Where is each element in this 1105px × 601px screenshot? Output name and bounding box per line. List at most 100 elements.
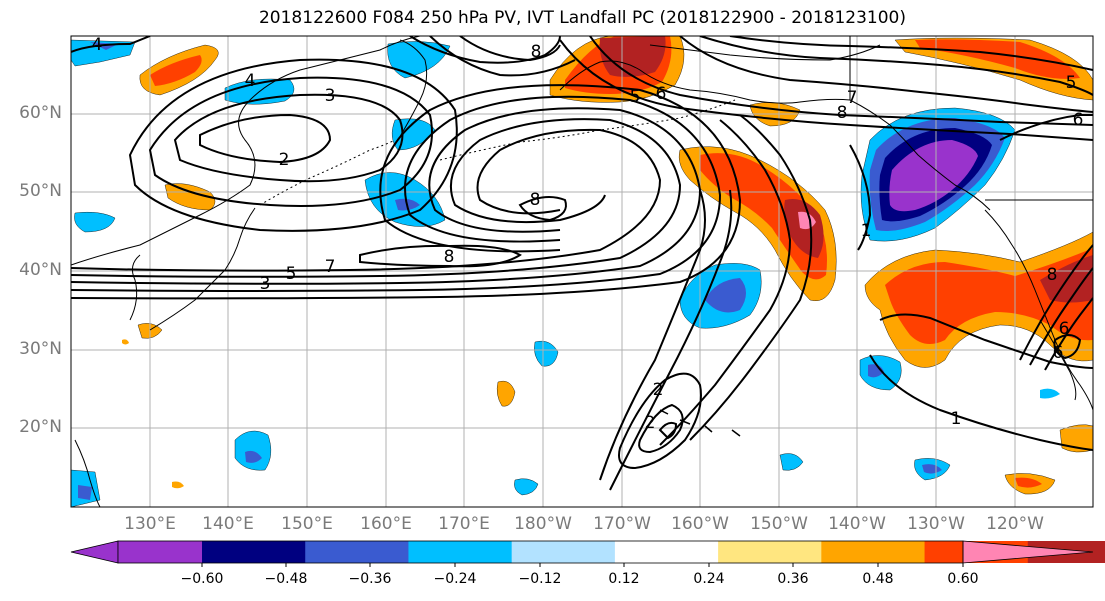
longitude-label: 170°E <box>438 514 490 534</box>
colorbar-segment <box>305 541 409 563</box>
anomaly-positive <box>150 55 202 86</box>
latitude-label: 60°N <box>19 103 62 123</box>
colorbar-segment <box>821 541 926 563</box>
anomaly-positive <box>700 153 827 280</box>
anomaly-positive <box>122 339 129 345</box>
colorbar-tick-label: −0.48 <box>264 571 308 587</box>
colorbar-tick-label: −0.60 <box>180 571 224 587</box>
contour-label: 6 <box>656 84 667 104</box>
contour-label: 8 <box>1047 265 1058 285</box>
longitude-label: 160°E <box>360 514 412 534</box>
longitude-label: 150°W <box>750 514 808 534</box>
pv-contour <box>559 39 1093 141</box>
colorbar-tick-label: −0.24 <box>433 571 477 587</box>
pv-contour <box>879 313 1093 369</box>
anomaly-positive <box>172 481 184 489</box>
colorbar-tick-label: −0.12 <box>518 571 562 587</box>
anomaly-negative <box>234 430 272 471</box>
contour-label: 5 <box>1066 73 1077 93</box>
pv-contour <box>199 113 332 164</box>
contour-label: 6 <box>1059 319 1070 339</box>
longitude-label: 120°W <box>986 514 1044 534</box>
coastline-kamchatka <box>394 39 428 146</box>
contour-label: 8 <box>837 103 848 123</box>
latitude-label: 20°N <box>19 417 62 437</box>
longitude-label: 170°W <box>593 514 651 534</box>
contour-label: 2 <box>653 380 664 400</box>
pv-contour <box>618 372 702 470</box>
map-title: 2018122600 F084 250 hPa PV, IVT Landfall… <box>258 8 906 28</box>
longitude-label: 180°W <box>514 514 572 534</box>
pv-contour <box>173 93 404 183</box>
pv-contour <box>1053 334 1082 360</box>
colorbar-extend-min <box>70 540 119 564</box>
pv-contour <box>679 36 1093 113</box>
pv-contour <box>148 76 433 207</box>
colorbar-segment <box>614 541 719 563</box>
coastline-philippines <box>74 439 101 507</box>
contour-label: 3 <box>260 274 271 294</box>
colorbar-tick-label: 0.12 <box>608 571 640 587</box>
colorbar-tick-label: 0.36 <box>777 571 809 587</box>
pv-contour <box>71 36 151 53</box>
pv-contour <box>409 36 561 64</box>
anomaly-positive <box>496 380 516 407</box>
anomaly-positive <box>1015 477 1042 488</box>
pv-contour <box>71 118 682 278</box>
contour-label: 2 <box>645 413 656 433</box>
contour-label: 6 <box>1073 110 1084 130</box>
pv-contour <box>729 36 1093 71</box>
colorbar <box>70 540 1105 567</box>
pv-contour <box>128 58 458 232</box>
colorbar-segment <box>118 541 203 563</box>
contour-label: 1 <box>861 221 872 241</box>
anomaly-negative <box>889 140 978 212</box>
pv-contour <box>359 244 522 268</box>
latitude-label: 40°N <box>19 260 62 280</box>
pv-contour <box>459 36 561 62</box>
colorbar-tick-label: 0.24 <box>693 571 725 587</box>
pv-contour <box>609 189 733 491</box>
pv-contour <box>699 36 1093 96</box>
colorbar-tick-label: −0.36 <box>348 571 392 587</box>
longitude-label: 140°E <box>202 514 254 534</box>
colorbar-segment <box>202 541 306 563</box>
contour-label: 2 <box>279 150 290 170</box>
pv-contour <box>999 114 1093 141</box>
colorbar-tick-label: 0.60 <box>947 571 979 587</box>
contour-label: 4 <box>92 35 103 55</box>
pv-contour <box>869 354 1093 451</box>
coastline-alaska-north <box>649 44 881 61</box>
pv-contour <box>589 36 1093 126</box>
anomaly-negative <box>514 478 539 496</box>
anomaly-positive <box>599 36 666 77</box>
longitude-label: 140°W <box>828 514 886 534</box>
anomaly-negative <box>922 464 942 474</box>
contour-label: 7 <box>847 88 858 108</box>
pv-contour <box>429 36 576 77</box>
colorbar-segment <box>408 541 513 563</box>
anomaly-negative <box>74 211 116 233</box>
colorbar-segment <box>511 541 616 563</box>
contour-label: 6 <box>1053 343 1064 363</box>
contour-label: 4 <box>245 71 256 91</box>
longitude-label: 130°W <box>907 514 965 534</box>
longitude-label: 130°E <box>124 514 176 534</box>
pv-contour <box>689 114 813 441</box>
longitude-label: 160°W <box>671 514 729 534</box>
anomaly-negative <box>534 340 559 367</box>
anomaly-positive <box>164 183 216 211</box>
graticule <box>71 36 1093 507</box>
longitude-label: 150°E <box>281 514 333 534</box>
pv-contour <box>71 128 662 272</box>
pv-contour <box>71 95 722 292</box>
coastline-korea <box>129 254 141 321</box>
latitude-label: 30°N <box>19 339 62 359</box>
anomaly-negative <box>705 278 746 313</box>
pv-contour <box>518 195 567 222</box>
contour-label: 1 <box>951 409 962 429</box>
contour-label: 5 <box>630 87 641 107</box>
coastline-asia <box>71 36 421 266</box>
